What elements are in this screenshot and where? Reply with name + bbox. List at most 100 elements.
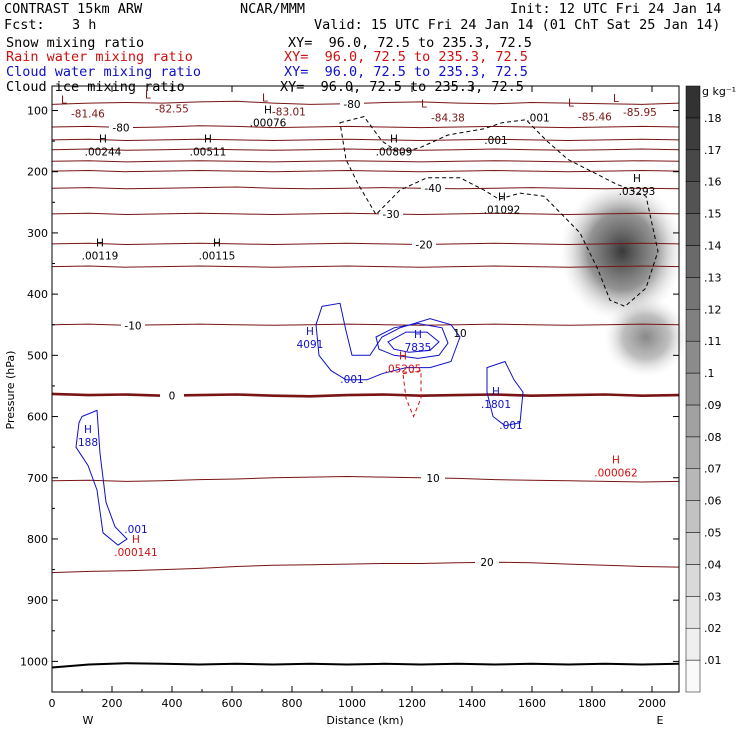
isotherm-line [51, 323, 680, 326]
cloud-high-value: 4091 [297, 339, 324, 351]
x-tick-label: 800 [282, 697, 303, 710]
chart-title: CONTRAST 15km ARW [4, 1, 143, 17]
isotherm-line [51, 138, 680, 142]
legend-rain-name: Rain water mixing ratio [6, 49, 193, 65]
valid-time: Valid: 15 UTC Fri 24 Jan 14 (01 ChT Sat … [314, 17, 721, 33]
colorbar-level-label: .12 [704, 303, 722, 316]
low-value: -83.01 [272, 106, 306, 118]
colorbar-swatch [685, 372, 701, 406]
isotherm-line [51, 100, 680, 105]
y-tick-label: 500 [27, 349, 48, 362]
low-value: -85.95 [623, 107, 657, 119]
surface-line [51, 662, 680, 669]
isotherm-label: -10 [124, 320, 141, 332]
snow-high-value: .00511 [190, 146, 227, 158]
colorbar-level-label: .07 [704, 463, 722, 476]
cloud-ice-contour [339, 116, 659, 307]
snow-high-value: .00809 [376, 146, 413, 158]
legend-cloud-water-name: Cloud water mixing ratio [6, 64, 202, 80]
colorbar-swatch [685, 404, 701, 438]
colorbar-swatch [685, 627, 701, 661]
colorbar: .01 .02 .03 .04 .05 .06 .07 .08 .09 .1 .11 .12 .13 .1… [685, 85, 736, 693]
isotherm-line [51, 475, 680, 483]
isotherm-line [51, 265, 680, 268]
x-tick-label: 2000 [638, 697, 666, 710]
isotherm-line [51, 392, 680, 398]
colorbar-level-label: .02 [704, 622, 722, 635]
colorbar-level-label: .13 [704, 271, 722, 284]
snow-high-marker: H [204, 133, 212, 145]
colorbar-level-label: .01 [704, 654, 722, 667]
cloud-high-marker: H [492, 386, 500, 398]
temperature-isotherms: -80 -80 -40 -30 -20 -10 0 10 20 [51, 97, 680, 669]
colorbar-level-label: .04 [704, 558, 722, 571]
isotherm-line [51, 148, 680, 151]
legend-cloud-ice-name: Cloud ice mixing ratio [6, 79, 185, 95]
low-value: -82.55 [155, 103, 189, 115]
low-marker: L [145, 89, 151, 101]
forecast-label: Fcst: [4, 17, 45, 33]
x-tick-label: 1000 [338, 697, 366, 710]
cloud-water-contour-east [486, 360, 524, 427]
x-axis-east-label: E [657, 714, 664, 727]
y-tick-label: 900 [27, 594, 48, 607]
axes: 0 200 400 600 800 1000 1200 1400 1600 1800 2000100… [20, 86, 679, 710]
colorbar-level-label: .1 [704, 367, 715, 380]
y-axis-label: Pressure (hPa) [4, 351, 17, 430]
forecast-hour: 3 h [72, 17, 97, 33]
contour-value-label: .001 [499, 420, 522, 432]
colorbar-swatch [685, 468, 701, 501]
x-axis-label: Distance (km) [326, 714, 403, 727]
colorbar-unit: g kg⁻¹ [702, 85, 736, 98]
x-tick-label: 1400 [458, 697, 486, 710]
isotherm-label: 0 [169, 391, 176, 403]
isotherm-line [51, 212, 680, 216]
cloud-high-marker: H [84, 424, 92, 436]
isotherm-line [51, 242, 680, 246]
isotherm-line [51, 186, 680, 190]
x-tick-label: 400 [162, 697, 183, 710]
colorbar-swatch [685, 564, 701, 597]
cloud-high-marker: H [306, 326, 314, 338]
snow-high-value: .00244 [85, 146, 122, 158]
snow-high-marker: H [99, 133, 107, 145]
colorbar-level-label: .16 [704, 176, 722, 189]
rain-water-contour [402, 370, 422, 418]
contour-value-label: .001 [526, 113, 549, 125]
colorbar-swatch [685, 659, 701, 693]
rain-high-value: .000141 [114, 547, 157, 559]
colorbar-swatch [685, 500, 701, 533]
snow-high-marker: H [498, 191, 506, 203]
x-tick-label: 1800 [578, 697, 606, 710]
colorbar-swatch [685, 117, 701, 151]
isotherm-line [51, 169, 680, 173]
colorbar-level-label: .03 [704, 590, 722, 603]
cloud-water-contour-west [75, 409, 128, 546]
snow-shade-tail [604, 296, 688, 377]
legend-cloud-water-xy: XY= 96.0, 72.5 to 235.3, 72.5 [284, 64, 528, 80]
rain-high-marker: H [612, 455, 620, 467]
x-tick-label: 1600 [518, 697, 546, 710]
mixing-ratio-contours [75, 116, 659, 546]
y-tick-label: 1000 [20, 655, 48, 668]
rain-high-value: .05205 [385, 364, 422, 376]
x-tick-label: 1200 [398, 697, 426, 710]
legend-cloud-ice-xy: XY= 96.0, 72.5 to 235.3, 72.5 [280, 79, 524, 95]
rain-high-marker: H [132, 534, 140, 546]
rain-high-marker: H [399, 351, 407, 363]
init-time: Init: 12 UTC Fri 24 Jan 14 [510, 1, 722, 17]
colorbar-swatch [685, 149, 701, 182]
colorbar-level-label: .05 [704, 527, 722, 540]
colorbar-level-label: .08 [704, 431, 722, 444]
legend-snow-name: Snow mixing ratio [6, 35, 145, 51]
cloud-water-contour-inner [387, 331, 440, 353]
colorbar-swatch [685, 532, 701, 565]
colorbar-swatch [685, 277, 701, 310]
isotherm-line [51, 160, 680, 163]
chart-organization: NCAR/MMM [240, 1, 306, 17]
snow-high-marker: H [390, 133, 398, 145]
x-tick-label: 600 [222, 697, 243, 710]
snow-shade-core [560, 181, 684, 322]
rain-high-value: .000062 [594, 468, 637, 480]
